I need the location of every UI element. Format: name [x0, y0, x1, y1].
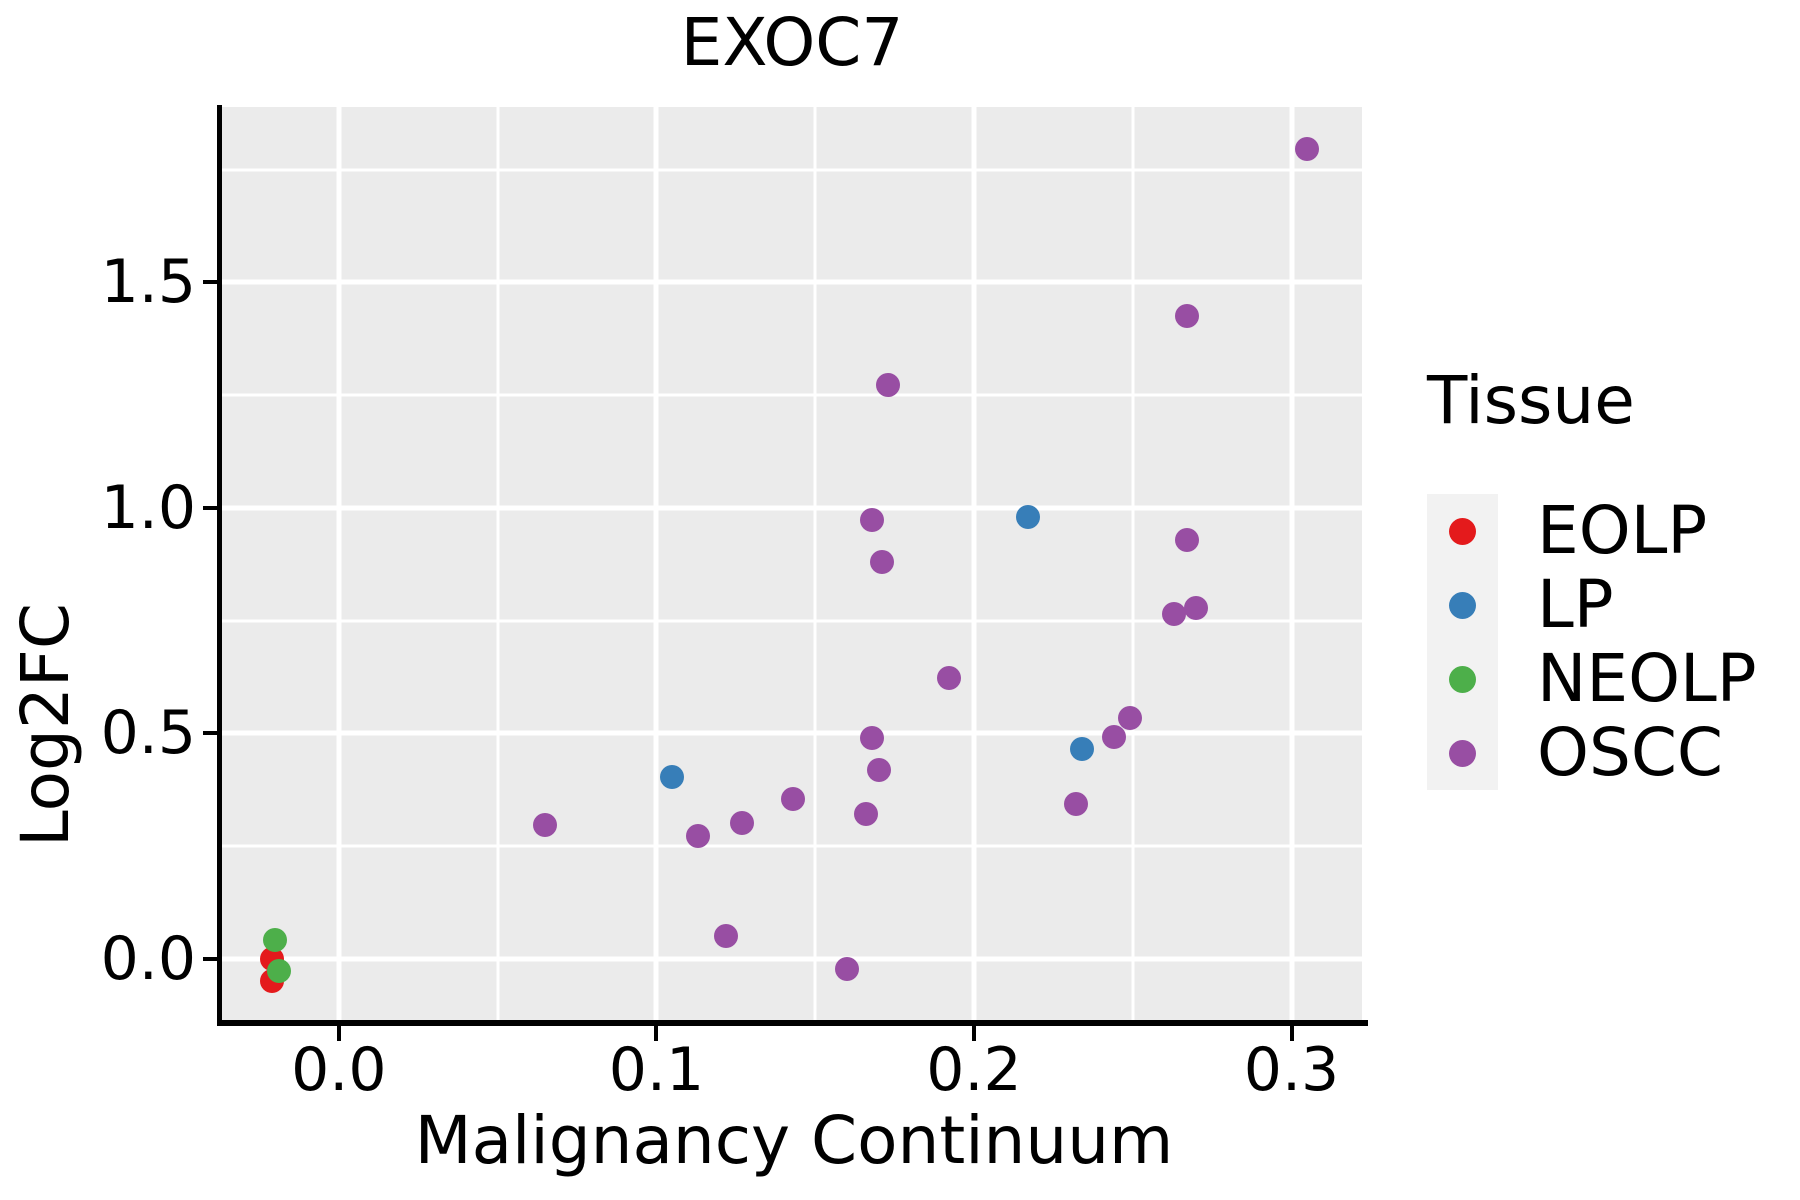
- x-axis-line: [217, 1020, 1368, 1026]
- data-point-oscc: [1162, 602, 1186, 627]
- x-tick-mark: [1289, 1026, 1294, 1041]
- legend-label: OSCC: [1537, 714, 1724, 791]
- data-point-neolp: [263, 928, 288, 953]
- legend-dot-icon: [1449, 739, 1476, 767]
- major-gridline-x: [1289, 107, 1294, 1022]
- legend-rows: EOLP LP NEOLP OSCC: [1427, 494, 1757, 790]
- data-point-oscc: [866, 757, 891, 782]
- legend-label: LP: [1537, 566, 1614, 643]
- legend-dot-icon: [1449, 665, 1476, 693]
- legend-key: [1427, 716, 1498, 790]
- legend-item-lp: LP: [1427, 568, 1757, 642]
- legend-label: EOLP: [1537, 492, 1708, 569]
- data-point-oscc: [1101, 724, 1126, 749]
- x-tick-label: 0.1: [608, 1035, 705, 1105]
- x-tick-label: 0.0: [291, 1035, 387, 1105]
- legend-item-neolp: NEOLP: [1427, 642, 1757, 716]
- y-tick-label: 0.0: [100, 923, 196, 994]
- data-point-oscc: [1184, 595, 1209, 620]
- data-point-oscc: [876, 372, 901, 397]
- legend-dot-icon: [1449, 517, 1476, 545]
- major-gridline-x: [653, 107, 659, 1022]
- legend-key: [1427, 642, 1498, 716]
- minor-gridline-x: [1131, 107, 1135, 1022]
- major-gridline-y: [222, 956, 1362, 962]
- y-axis-line: [217, 105, 222, 1026]
- data-point-oscc: [1117, 705, 1142, 730]
- minor-gridline-y: [222, 168, 1362, 172]
- data-point-oscc: [860, 508, 885, 533]
- data-point-oscc: [834, 956, 859, 981]
- legend-key: [1427, 494, 1498, 568]
- data-point-oscc: [853, 801, 878, 826]
- data-point-lp: [660, 764, 685, 789]
- y-tick-mark: [203, 731, 218, 736]
- major-gridline-y: [222, 505, 1362, 511]
- legend-item-eolp: EOLP: [1427, 494, 1757, 568]
- data-point-oscc: [1174, 303, 1199, 328]
- data-point-oscc: [685, 823, 710, 848]
- x-tick-mark: [336, 1026, 341, 1041]
- data-point-oscc: [730, 810, 755, 835]
- minor-gridline-y: [222, 844, 1362, 848]
- y-tick-label: 1.5: [100, 247, 196, 318]
- data-point-lp: [1015, 504, 1040, 529]
- plot-panel: [222, 107, 1362, 1022]
- data-point-oscc: [869, 549, 894, 574]
- x-tick-mark: [654, 1026, 659, 1041]
- data-point-oscc: [936, 666, 961, 691]
- major-gridline-y: [222, 730, 1362, 736]
- minor-gridline-y: [222, 619, 1362, 623]
- minor-gridline-y: [222, 393, 1362, 397]
- plot-title: EXOC7: [680, 4, 904, 81]
- data-point-oscc: [1174, 528, 1199, 552]
- y-tick-mark: [203, 505, 218, 510]
- data-point-lp: [1069, 736, 1094, 761]
- y-tick-mark: [203, 956, 218, 961]
- legend-key: [1427, 568, 1498, 642]
- data-point-oscc: [533, 813, 558, 838]
- x-tick-label: 0.2: [926, 1035, 1022, 1105]
- minor-gridline-x: [496, 107, 500, 1022]
- x-tick-mark: [971, 1026, 976, 1041]
- legend-label: NEOLP: [1537, 640, 1757, 717]
- data-point-neolp: [266, 958, 291, 983]
- major-gridline-x: [971, 107, 977, 1022]
- y-axis-title: Log2FC: [7, 603, 84, 847]
- minor-gridline-x: [813, 107, 817, 1022]
- data-point-oscc: [1063, 791, 1088, 816]
- data-point-oscc: [860, 726, 885, 750]
- legend-item-oscc: OSCC: [1427, 716, 1757, 790]
- major-gridline-y: [222, 279, 1362, 285]
- legend-dot-icon: [1449, 591, 1476, 619]
- y-tick-label: 0.5: [100, 698, 196, 769]
- y-tick-label: 1.0: [100, 472, 196, 543]
- y-tick-mark: [203, 280, 218, 285]
- data-point-oscc: [1295, 136, 1320, 161]
- x-tick-label: 0.3: [1243, 1035, 1340, 1105]
- legend: Tissue EOLP LP NEOLP OSCC: [1427, 368, 1757, 790]
- x-axis-title: Malignancy Continuum: [414, 1102, 1174, 1179]
- major-gridline-x: [336, 107, 342, 1022]
- legend-title: Tissue: [1427, 362, 1635, 439]
- data-point-oscc: [780, 786, 805, 811]
- data-point-oscc: [714, 923, 739, 948]
